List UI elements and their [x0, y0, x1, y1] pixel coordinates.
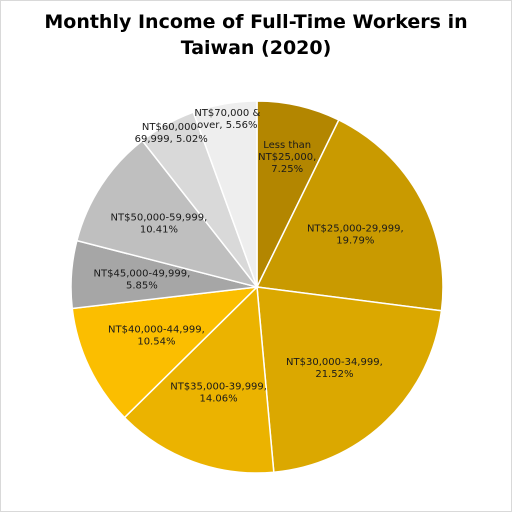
pie-slice-label-6: NT$45,000-49,999, 5.85%	[94, 269, 191, 292]
pie-slice-3	[256, 286, 443, 474]
pie-slice-4	[123, 285, 275, 474]
pie-slice-label-8: NT$60,000-69,999, 5.02%	[135, 122, 208, 145]
pie-slice-label-line: 21.52%	[315, 369, 353, 380]
pie-slice-label-line: 7.25%	[271, 164, 303, 175]
pie-slice-label-line: NT$50,000-59,999,	[111, 212, 208, 223]
pie-slice-9	[192, 100, 258, 288]
pie-slice-label-2: NT$25,000-29,999, 19.79%	[307, 224, 404, 247]
chart-title-line-1: Monthly Income of Full-Time Workers in	[44, 11, 468, 33]
pie-slice-label-line: NT$30,000-34,999,	[286, 357, 383, 368]
pie-slice-label-line: 10.54%	[137, 337, 175, 348]
pie-slice-label-line: Less than	[263, 140, 311, 151]
pie-slice-label-9: NT$70,000 & over, 5.56%	[194, 108, 260, 131]
pie-slice-label-line: 5.85%	[126, 281, 158, 292]
pie-slice-label-4: NT$35,000-39,999, 14.06%	[170, 381, 267, 404]
pie-labels: Less than NT$25,000, 7.25% NT$25,000-29,999…	[94, 108, 404, 404]
pie-slice-2	[255, 118, 444, 312]
chart-title: Monthly Income of Full-Time Workers in T…	[1, 9, 511, 61]
pie-slice-label-line: 19.79%	[336, 236, 374, 247]
pie-slice-label-line: NT$40,000-44,999,	[108, 325, 205, 336]
pie-slice-label-line: 14.06%	[200, 393, 238, 404]
pie-slice-label-line: NT$45,000-49,999,	[94, 269, 191, 280]
pie-slice-label-line: 69,999, 5.02%	[135, 134, 208, 145]
pie-slice-label-7: NT$50,000-59,999, 10.41%	[111, 212, 208, 235]
pie-slice-label-line: NT$25,000,	[258, 152, 316, 163]
pie-slice-label-line: NT$35,000-39,999,	[170, 381, 267, 392]
pie-slice-label-3: NT$30,000-34,999, 21.52%	[286, 357, 383, 380]
pie-slice-label-line: over, 5.56%	[197, 120, 257, 131]
pie-slice-label-line: 10.41%	[140, 224, 178, 235]
pie-slice-label-line: NT$70,000 &	[194, 108, 260, 119]
pie-slice-5	[71, 286, 260, 419]
pie-slice-label-1: Less than NT$25,000, 7.25%	[258, 140, 316, 175]
chart-title-line-2: Taiwan (2020)	[180, 37, 332, 59]
pie-slice-label-line: NT$60,000-	[142, 122, 201, 133]
pie-slice-label-line: NT$25,000-29,999,	[307, 224, 404, 235]
pie-slices	[70, 100, 444, 474]
pie-slice-label-5: NT$40,000-44,999, 10.54%	[108, 325, 205, 348]
pie-slice-7	[75, 139, 259, 289]
